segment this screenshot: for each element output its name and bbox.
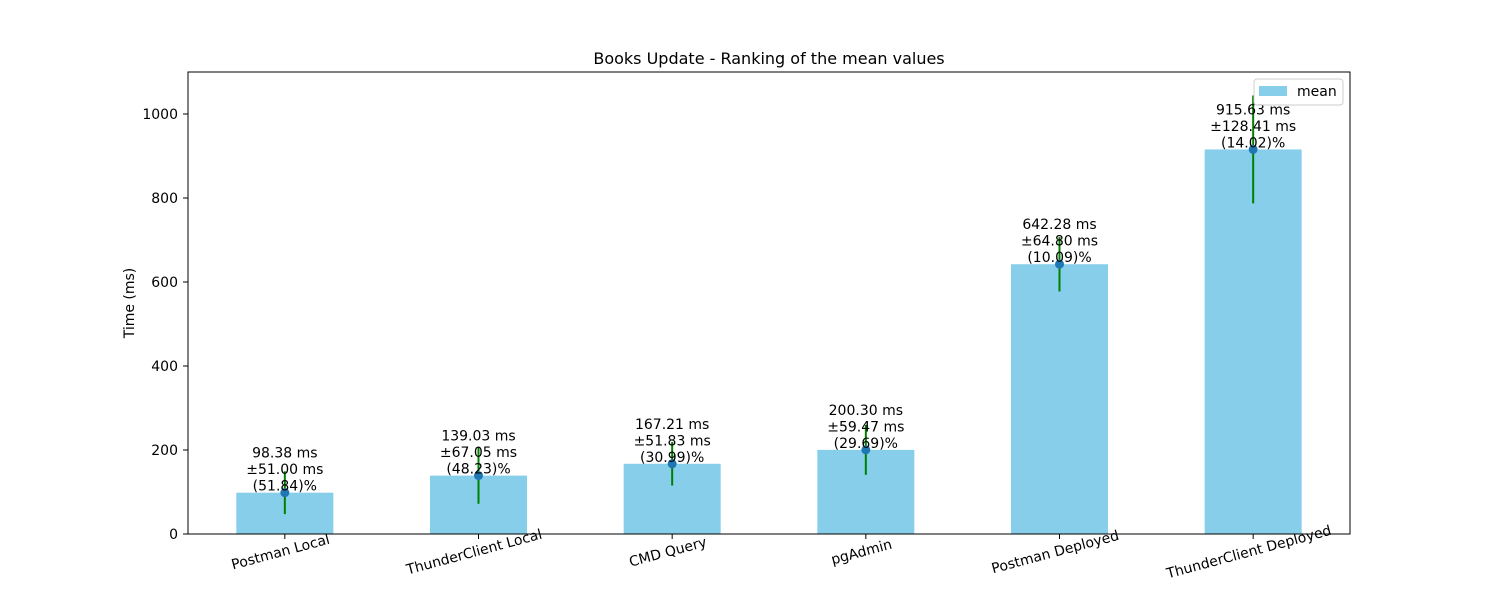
data-label: ±51.83 ms [634, 433, 711, 449]
data-label: (10.09)% [1027, 250, 1091, 266]
data-label: (51.84)% [253, 479, 317, 495]
data-label: (29.69)% [834, 436, 898, 452]
legend-box [1253, 78, 1344, 106]
data-label: 167.21 ms [635, 417, 709, 433]
bar [1204, 149, 1302, 534]
data-label: ±51.00 ms [246, 462, 323, 478]
mean-point [1055, 259, 1064, 269]
annotations-layer: 98.38 ms±51.00 ms(51.84)% 139.03 ms±67.05… [246, 102, 1296, 494]
mean-point [667, 459, 677, 469]
plot-frame [187, 71, 1351, 535]
mean-point [474, 471, 483, 481]
legend: mean [1253, 78, 1344, 106]
data-label: 642.28 ms [1022, 217, 1096, 233]
bars-layer [236, 149, 1302, 534]
data-label: ±64.80 ms [1021, 234, 1098, 250]
y-tick-label: 0 [169, 527, 178, 543]
y-tick-label: 400 [151, 359, 178, 375]
mean-point [861, 445, 871, 455]
y-tick-label: 600 [151, 275, 178, 291]
mean-point [280, 488, 290, 498]
data-label: ±59.47 ms [827, 419, 904, 435]
data-label: (14.02)% [1221, 135, 1285, 151]
data-label: (30.99)% [640, 450, 704, 466]
data-label: ±128.41 ms [1210, 119, 1296, 135]
y-axis-label: Time (ms) [122, 268, 138, 340]
errorbars-layer [280, 95, 1258, 515]
data-label: 200.30 ms [829, 403, 903, 419]
chart-title: Books Update - Ranking of the mean value… [593, 49, 944, 68]
mean-point [1248, 144, 1258, 154]
y-tick-label: 800 [151, 191, 178, 207]
data-label: 98.38 ms [252, 446, 317, 462]
legend-label: mean [1297, 84, 1337, 100]
y-tick-label: 1000 [142, 107, 178, 123]
data-label: 139.03 ms [441, 429, 515, 445]
data-label: ±67.05 ms [440, 445, 517, 461]
data-label: 915.63 ms [1216, 102, 1290, 118]
data-label: (48.23)% [446, 462, 510, 478]
bar [1011, 264, 1108, 534]
y-axis: 0 200 400 600 800 1000 [142, 107, 188, 543]
y-tick-label: 200 [151, 443, 178, 459]
legend-swatch [1259, 86, 1287, 96]
